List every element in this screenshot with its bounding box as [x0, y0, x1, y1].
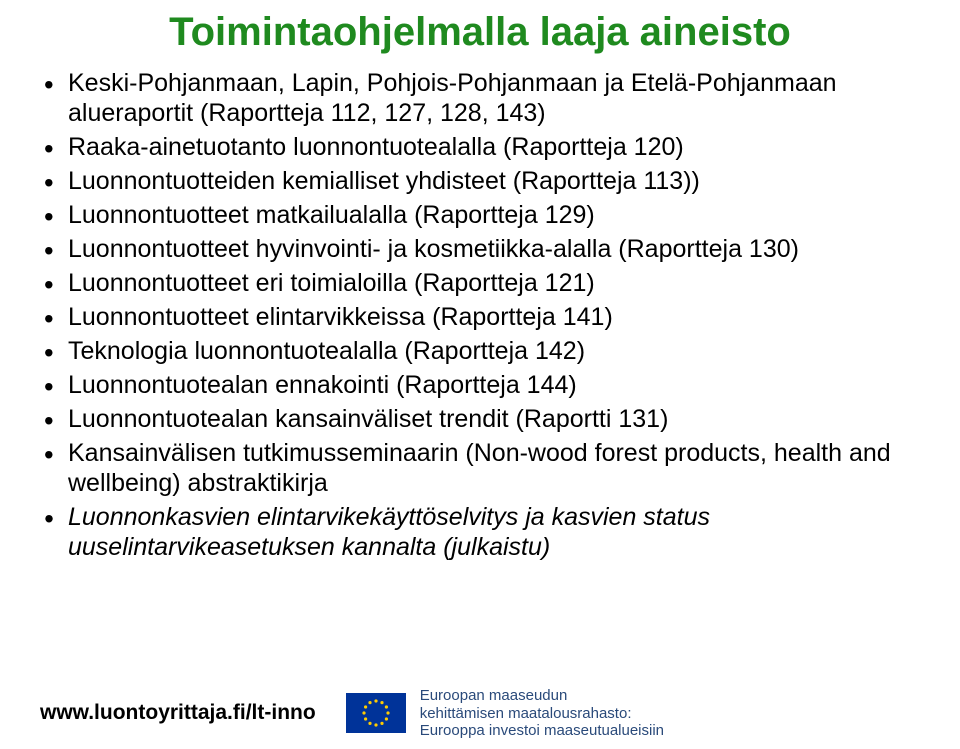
list-item: Keski-Pohjanmaan, Lapin, Pohjois-Pohjanm… [40, 68, 920, 128]
list-item: Teknologia luonnontuotealalla (Raporttej… [40, 336, 920, 366]
list-item: Kansainvälisen tutkimusseminaarin (Non-w… [40, 438, 920, 498]
eu-flag-icon [346, 693, 406, 733]
list-item: Luonnontuotealan kansainväliset trendit … [40, 404, 920, 434]
list-item: Luonnontuotteiden kemialliset yhdisteet … [40, 166, 920, 196]
flag-bg [346, 693, 406, 733]
eu-fund-text: Euroopan maaseudun kehittämisen maatalou… [420, 687, 664, 739]
bullet-list: Keski-Pohjanmaan, Lapin, Pohjois-Pohjanm… [40, 68, 920, 562]
slide: Toimintaohjelmalla laaja aineisto Keski-… [0, 0, 960, 749]
eu-text-line: Eurooppa investoi maaseutualueisiin [420, 722, 664, 739]
footer: www.luontoyrittaja.fi/lt-inno [0, 687, 960, 739]
footer-url: www.luontoyrittaja.fi/lt-inno [40, 701, 316, 725]
list-item: Luonnontuotteet eri toimialoilla (Raport… [40, 268, 920, 298]
eu-text-line: kehittämisen maatalousrahasto: [420, 705, 664, 722]
slide-title: Toimintaohjelmalla laaja aineisto [40, 10, 920, 54]
eu-text-line: Euroopan maaseudun [420, 687, 664, 704]
list-item: Luonnontuotteet matkailualalla (Raportte… [40, 200, 920, 230]
list-item: Luonnontuotteet elintarvikkeissa (Raport… [40, 302, 920, 332]
list-item-italic: Luonnonkasvien elintarvikekäyttöselvitys… [40, 502, 920, 562]
list-item: Luonnontuotteet hyvinvointi- ja kosmetii… [40, 234, 920, 264]
list-item: Luonnontuotealan ennakointi (Raportteja … [40, 370, 920, 400]
list-item: Raaka-ainetuotanto luonnontuotealalla (R… [40, 132, 920, 162]
